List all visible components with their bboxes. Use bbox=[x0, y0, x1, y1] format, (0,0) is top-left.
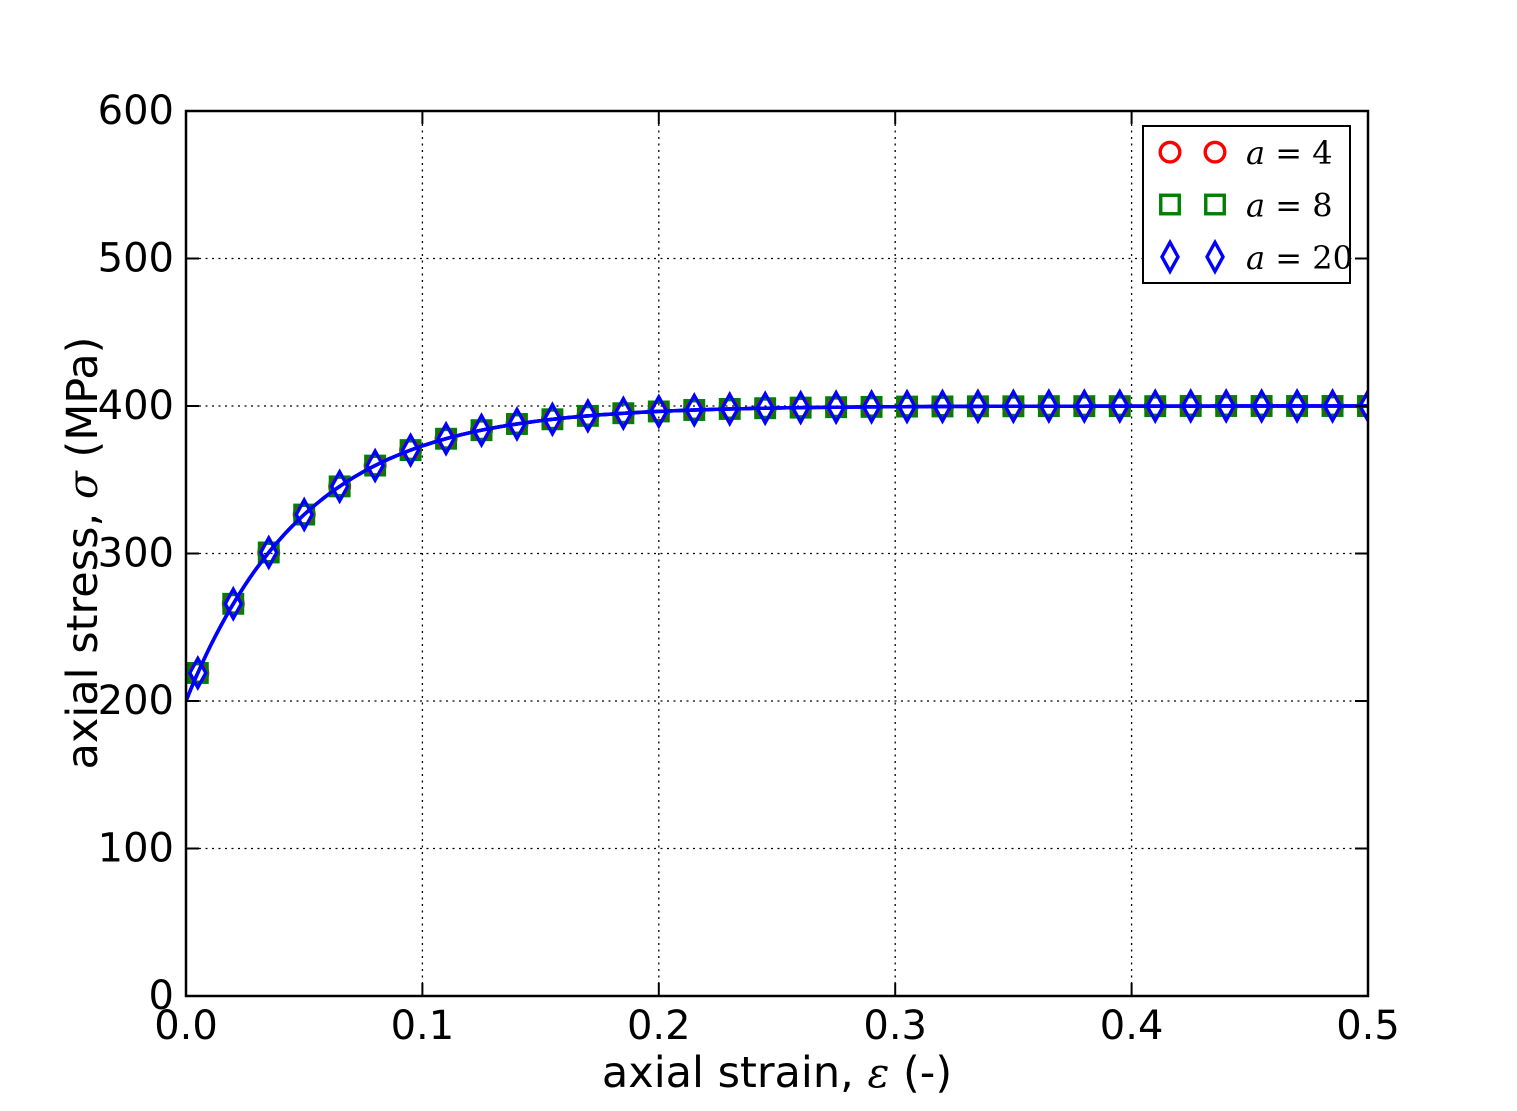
sigma-symbol: σ bbox=[59, 471, 107, 500]
y-tick-label: 300 bbox=[98, 531, 174, 577]
x-tick-label: 0.0 bbox=[154, 1003, 218, 1049]
legend-label: a = 8 bbox=[1246, 187, 1333, 225]
y-axis-label-text: axial stress, bbox=[58, 512, 108, 770]
x-tick-label: 0.2 bbox=[627, 1003, 691, 1049]
epsilon-symbol: ε bbox=[867, 1049, 890, 1097]
x-tick-label: 0.1 bbox=[391, 1003, 455, 1049]
x-axis-label: axial strain, ε (-) bbox=[186, 1048, 1368, 1098]
y-tick-labels: 0 100 200 300 400 500 600 bbox=[98, 88, 174, 1019]
legend-entry-a-20: a = 20 bbox=[1160, 238, 1353, 277]
y-tick-label: 400 bbox=[98, 383, 174, 429]
x-tick-label: 0.3 bbox=[863, 1003, 927, 1049]
x-tick-label: 0.4 bbox=[1100, 1003, 1164, 1049]
plot-area bbox=[186, 387, 1368, 702]
plot-frame bbox=[184, 109, 1370, 998]
x-tick-label: 0.5 bbox=[1336, 1003, 1400, 1049]
gridlines bbox=[186, 111, 1368, 996]
legend-entry-a-8: a = 8 bbox=[1159, 187, 1333, 225]
y-tick-label: 200 bbox=[98, 678, 174, 724]
y-axis-label-unit: (MPa) bbox=[58, 336, 108, 458]
legend-label: a = 4 bbox=[1246, 134, 1333, 172]
y-axis-label: axial stress, σ (MPa) bbox=[58, 337, 108, 770]
curve-line bbox=[186, 404, 1368, 702]
y-tick-label: 500 bbox=[98, 236, 174, 282]
y-tick-label: 0 bbox=[149, 973, 174, 1019]
x-axis-label-text: axial strain, bbox=[601, 1048, 854, 1098]
legend-entry-a-4: a = 4 bbox=[1158, 134, 1333, 172]
series-a-20-markers bbox=[187, 387, 1368, 691]
y-tick-label: 600 bbox=[98, 88, 174, 134]
y-tick-label: 100 bbox=[98, 826, 174, 872]
x-axis-label-unit: (-) bbox=[903, 1048, 953, 1098]
legend: a = 4 a = 8 a = 20 bbox=[1142, 125, 1353, 284]
x-tick-labels: 0.0 0.1 0.2 0.3 0.4 0.5 bbox=[154, 1003, 1400, 1049]
legend-label: a = 20 bbox=[1246, 239, 1353, 277]
